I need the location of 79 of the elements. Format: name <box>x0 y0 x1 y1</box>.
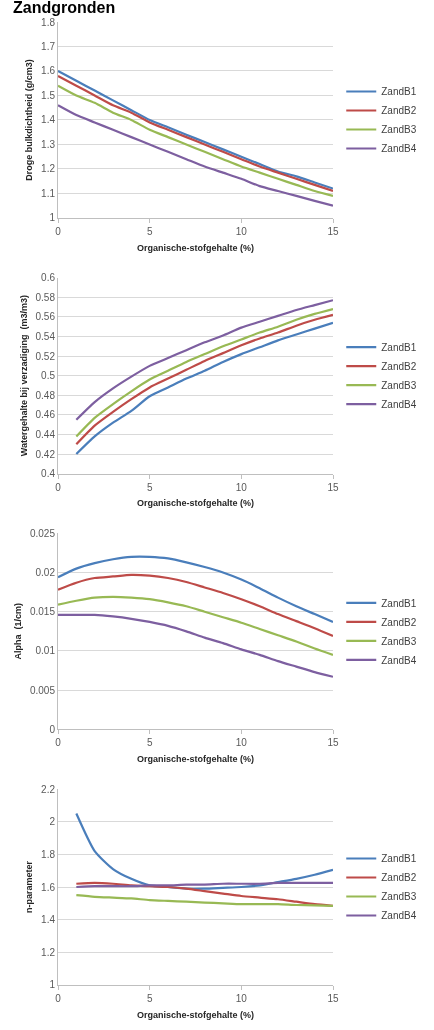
x-tick-label: 10 <box>235 481 248 493</box>
y-tick-label: 1.4 <box>41 114 56 126</box>
legend-label: ZandB4 <box>381 399 417 411</box>
x-tick-label: 5 <box>146 993 153 1004</box>
y-tick-label: 0.5 <box>41 370 56 382</box>
legend-label: ZandB2 <box>381 616 417 628</box>
y-axis-title: Droge bulkdichtheid (g/cm3) <box>24 59 35 181</box>
x-axis-title: Organische-stofgehalte (%) <box>136 754 255 765</box>
legend-label: ZandB4 <box>381 910 417 922</box>
y-tick-label: 2 <box>49 816 56 828</box>
x-axis-title: Organische-stofgehalte (%) <box>136 498 255 509</box>
y-tick-label: 0.01 <box>35 645 56 657</box>
chart-title: Zandgronden <box>13 0 116 16</box>
y-tick-label: 0.6 <box>41 272 56 284</box>
y-tick-label: 0.58 <box>35 291 56 303</box>
x-tick-label: 15 <box>327 737 339 749</box>
y-tick-label: 1.6 <box>41 65 56 77</box>
x-tick-label: 15 <box>327 993 339 1004</box>
y-tick-label: 0.56 <box>35 311 56 323</box>
legend-label: ZandB1 <box>381 597 417 609</box>
x-tick-label: 15 <box>327 225 339 237</box>
y-tick-label: 1.1 <box>41 187 56 199</box>
legend-label: ZandB4 <box>381 143 417 155</box>
legend-label: ZandB3 <box>381 380 417 392</box>
y-tick-label: 0.46 <box>35 409 56 421</box>
line-series <box>75 881 333 907</box>
legend-label: ZandB1 <box>381 342 417 354</box>
x-tick-label: 10 <box>235 737 248 749</box>
y-tick-label: 0.54 <box>35 330 56 342</box>
y-axis-title: Alpha (1/cm) <box>13 603 24 660</box>
y-tick-label: 1.2 <box>41 946 56 958</box>
line-series <box>58 595 333 656</box>
legend-label: ZandB2 <box>381 105 417 117</box>
x-tick-label: 10 <box>235 225 248 237</box>
y-tick-label: 0.025 <box>29 527 56 539</box>
y-tick-label: 0.52 <box>35 350 56 362</box>
x-tick-label: 5 <box>146 225 153 237</box>
y-tick-label: 1.4 <box>41 914 56 926</box>
x-axis-title: Organische-stofgehalte (%) <box>136 1009 255 1020</box>
y-tick-label: 0.02 <box>35 567 56 579</box>
y-tick-label: 1.8 <box>41 848 56 860</box>
y-tick-label: 0.4 <box>41 468 56 480</box>
y-tick-label: 0.48 <box>35 389 56 401</box>
y-tick-label: 0.44 <box>35 428 56 440</box>
y-tick-label: 0 <box>49 723 56 735</box>
x-axis-title: Organische-stofgehalte (%) <box>136 242 255 253</box>
y-tick-label: 1.6 <box>41 881 56 893</box>
y-tick-label: 1.3 <box>41 138 56 150</box>
y-tick-label: 0.005 <box>29 684 56 696</box>
legend-label: ZandB2 <box>381 361 417 373</box>
x-tick-label: 5 <box>146 737 153 749</box>
x-tick-label: 5 <box>146 481 153 493</box>
y-tick-label: 2.2 <box>41 783 56 795</box>
line-series <box>58 104 333 207</box>
legend-label: ZandB3 <box>381 124 417 136</box>
legend-label: ZandB2 <box>381 872 417 884</box>
y-tick-label: 1.5 <box>41 89 56 101</box>
y-tick-label: 1.2 <box>41 163 56 175</box>
y-tick-label: 1 <box>49 979 56 991</box>
legend-label: ZandB1 <box>381 86 417 98</box>
y-axis-title: Watergehalte bij verzadiging (m3/m3) <box>18 295 29 457</box>
y-tick-label: 1 <box>49 212 56 224</box>
line-series <box>58 613 333 678</box>
y-tick-label: 0.015 <box>29 606 56 618</box>
line-series <box>75 894 333 907</box>
legend-label: ZandB1 <box>381 853 417 865</box>
y-tick-label: 0.42 <box>35 448 56 460</box>
legend-label: ZandB4 <box>381 654 417 666</box>
line-series <box>58 555 333 624</box>
legend-label: ZandB3 <box>381 891 417 903</box>
y-axis-title: n-parameter <box>24 860 35 914</box>
x-tick-label: 15 <box>327 481 339 493</box>
y-tick-label: 1.8 <box>41 16 56 28</box>
x-tick-label: 10 <box>235 993 248 1004</box>
line-series <box>75 299 333 421</box>
legend-label: ZandB3 <box>381 635 417 647</box>
line-series <box>75 812 333 890</box>
y-tick-label: 1.7 <box>41 41 56 52</box>
line-series <box>58 573 333 638</box>
